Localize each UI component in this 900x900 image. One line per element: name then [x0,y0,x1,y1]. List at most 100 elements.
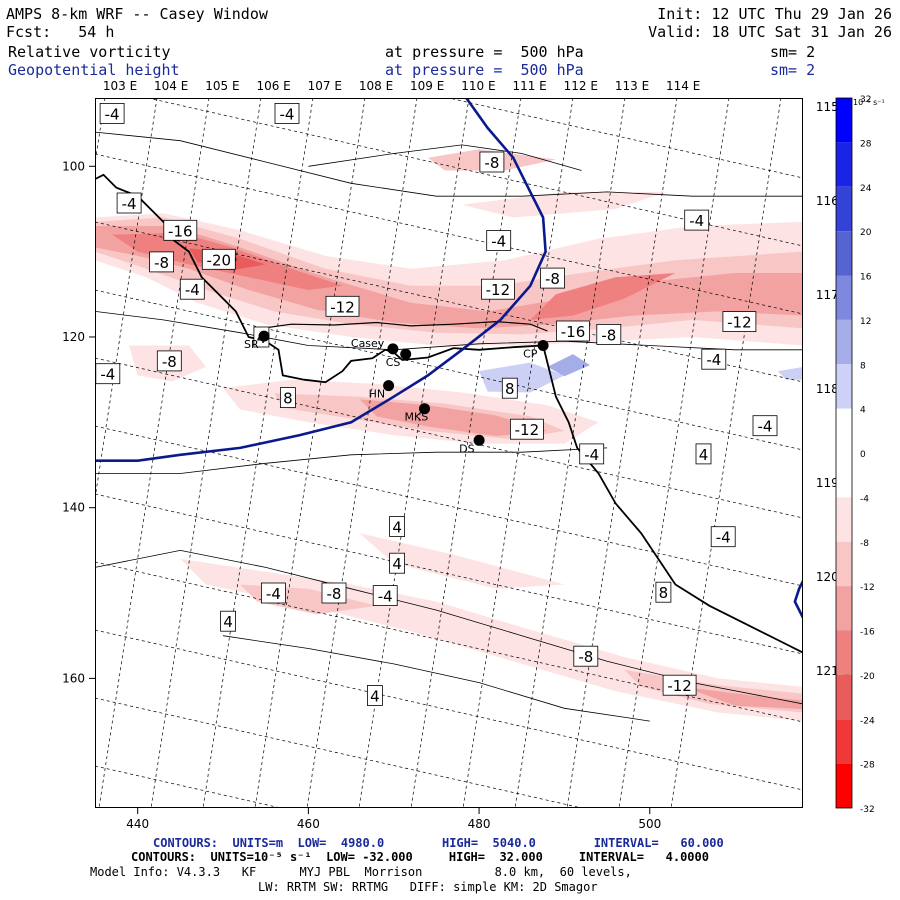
station-label: MKS [405,411,429,424]
colorbar-tick-label: -20 [860,672,875,682]
station-dot [400,348,412,360]
contour-label: -12 [325,295,360,317]
contour-label-text: -4 [105,105,120,123]
contour-labels: -4 -4 -8 -4 -16 -4 -4 -20 -8 -8 -4 -12 -12 -16 -8 -12 4 -… [95,103,778,706]
latitude-line [95,697,584,808]
contour-label: -8 [149,251,174,273]
contour-label-text: 4 [223,613,233,631]
contour-label: -4 [372,585,398,607]
colorbar-tick-label: -12 [860,583,875,593]
y-tick-label: 160 [62,671,85,685]
latitude-line [95,493,803,655]
longitude-label-right: 118 E [816,382,850,396]
station-dot [383,380,395,392]
longitude-label-right: 121 E [816,664,850,678]
colorbar-segment [836,98,852,143]
contour-label-text: -4 [689,212,704,230]
contour-label-box [201,248,236,270]
geopotential-height-contours [95,98,803,620]
contour-label-text: -4 [280,105,295,123]
contour-label-text: -8 [545,270,560,288]
lat-lon-grid [95,98,803,808]
contour-label: -12 [480,278,515,300]
colorbar-tick-label: 28 [860,139,872,149]
contour-label-text: 4 [699,446,709,464]
vort-band-south3 [683,686,803,710]
contour-label-box [501,377,518,399]
contour-label: -12 [662,674,697,696]
colorbar-tick-label: 4 [860,406,866,416]
contour-label-text: -4 [266,585,281,603]
contour-label-text: -8 [601,326,616,344]
station-label: DS [459,442,474,455]
longitude-label: 105 E [205,79,239,93]
ice-edge-path [261,320,548,332]
vort-contour-line [95,311,803,351]
colorbar-segment [836,630,852,675]
longitude-label-right: 119 E [816,476,850,490]
vort-patch-mid-south [359,533,565,589]
colorbar-segment [836,541,852,587]
colorbar-tick-label: -24 [860,716,875,726]
contour-label: -4 [274,103,300,124]
model-info: Model Info: V4.3.3 KF MYJ PBL Morrison 8… [90,865,632,879]
colorbar-tick-label: 16 [860,273,872,283]
longitude-label-right: 116 E [816,194,850,208]
contour-label-text: -8 [327,585,342,603]
longitude-label: 113 E [615,79,649,93]
contour-label-box [366,685,383,706]
longitude-label: 114 E [666,79,700,93]
contour-label-text: -4 [100,366,115,384]
contour-label: 4 [389,552,406,574]
contour-label: -4 [579,443,605,465]
station-dot [419,403,430,415]
contour-label-box [752,415,778,437]
contour-label-box [179,278,205,300]
longitude-label-right: 117 E [816,288,850,302]
contour-label: -8 [540,267,565,289]
contour-label-box [480,278,515,300]
vort-band-minus16-east [530,273,676,320]
colorbar-tick-label: -4 [860,494,869,504]
contour-label-text: -4 [706,351,721,369]
valid-time: Valid: 18 UTC Sat 31 Jan 26 [648,23,892,41]
contour-label-box [279,387,296,409]
contour-label: -8 [573,645,599,667]
x-tick-label: 480 [468,817,491,831]
contour-label-box [573,645,599,667]
colorbar-segment [836,275,852,320]
x-axis: 440 460 480 500 [126,808,661,831]
y-tick-label: 120 [62,330,85,344]
vorticity-map: -4 -4 -8 -4 -16 -4 -4 -20 -8 -8 -4 -12 -12 -16 -8 -12 4 -… [95,98,803,808]
contour-label-box [479,151,505,173]
contour-label-text: 4 [370,688,380,706]
contour-label: 4 [389,516,406,537]
vorticity-shading [95,149,803,722]
colorbar-segment [836,186,852,232]
init-time: Init: 12 UTC Thu 29 Jan 26 [657,5,892,23]
physics-info: LW: RRTM SW: RRTMG DIFF: simple KM: 2D S… [258,880,598,894]
contour-label-box [99,103,125,124]
height-contour-info: CONTOURS: UNITS=m LOW= 4980.0 HIGH= 5040… [153,836,724,850]
colorbar-segment [836,763,852,808]
coastline-path [95,173,803,654]
vorticity-contour-info: CONTOURS: UNITS=10⁻⁵ s⁻¹ LOW= -32.000 HI… [131,850,709,864]
contour-label: 8 [655,581,672,603]
station-dot [473,434,485,446]
colorbar-tick-label: -8 [860,539,869,549]
colorbar-segment [836,497,852,542]
colorbar-segment [836,319,852,365]
contour-label: -20 [201,248,236,270]
vort-pos-cp [479,362,565,393]
station-label: HN [369,388,386,401]
contour-label-box [684,209,710,231]
contour-label-text: -12 [330,298,355,316]
longitude-label: 106 E [256,79,290,93]
colorbar-frame [835,97,853,809]
contour-label-box [372,585,398,607]
station-label: Casey [351,337,385,350]
contour-label-box [596,323,622,345]
height-contour-4980 [95,98,547,462]
contour-label-text: -8 [578,648,593,666]
contour-label-text: -20 [207,251,232,269]
